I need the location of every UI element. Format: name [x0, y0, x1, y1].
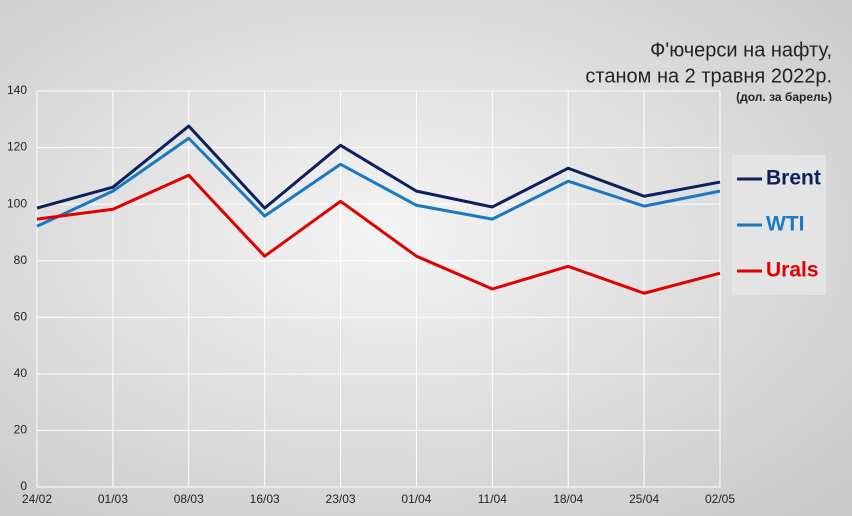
chart-subtitle: (дол. за барель)	[736, 90, 832, 104]
x-tick-label: 23/03	[326, 492, 356, 506]
y-tick-label: 40	[14, 366, 28, 380]
x-tick-label: 02/05	[705, 492, 735, 506]
legend-label: Urals	[766, 259, 819, 282]
y-tick-label: 140	[7, 83, 27, 97]
y-tick-label: 120	[7, 140, 27, 154]
y-tick-label: 60	[14, 309, 28, 323]
y-tick-label: 0	[20, 479, 27, 493]
x-tick-label: 18/04	[553, 492, 583, 506]
line-series	[36, 136, 721, 228]
chart-title: Ф'ючерси на нафту,	[650, 39, 832, 61]
x-tick-label: 25/04	[629, 492, 659, 506]
y-tick-label: 100	[7, 196, 27, 210]
x-tick-label: 01/03	[98, 492, 128, 506]
x-tick-label: 08/03	[174, 492, 204, 506]
legend-label: Brent	[766, 167, 821, 190]
x-tick-label: 01/04	[401, 492, 431, 506]
x-tick-label: 16/03	[250, 492, 280, 506]
y-tick-label: 20	[14, 423, 28, 437]
y-tick-label: 80	[14, 253, 28, 267]
x-tick-label: 11/04	[478, 492, 507, 506]
line-series	[36, 124, 721, 210]
line-series	[36, 173, 721, 295]
chart-title: станом на 2 травня 2022р.	[585, 65, 832, 87]
legend-label: WTI	[766, 213, 804, 236]
x-tick-label: 24/02	[22, 492, 52, 506]
